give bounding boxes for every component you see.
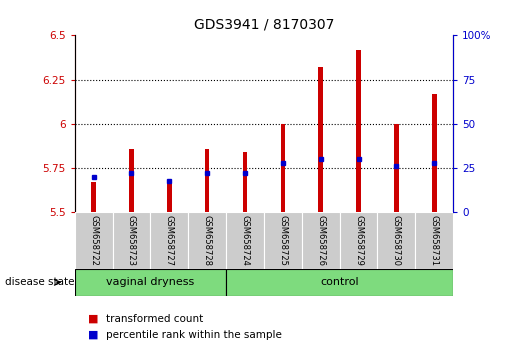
Bar xyxy=(243,152,247,212)
Bar xyxy=(112,212,150,269)
Bar xyxy=(91,182,96,212)
Bar xyxy=(205,149,210,212)
Bar xyxy=(150,212,188,269)
Bar xyxy=(377,212,415,269)
Text: GSM658722: GSM658722 xyxy=(89,215,98,266)
Text: transformed count: transformed count xyxy=(106,314,203,324)
Text: disease state: disease state xyxy=(5,277,75,287)
Bar xyxy=(264,212,302,269)
Text: GSM658723: GSM658723 xyxy=(127,215,136,266)
Bar xyxy=(318,67,323,212)
Text: ■: ■ xyxy=(88,330,98,339)
Text: ■: ■ xyxy=(88,314,98,324)
Text: GSM658728: GSM658728 xyxy=(203,215,212,266)
Bar xyxy=(394,124,399,212)
Bar xyxy=(129,149,134,212)
Bar xyxy=(75,212,112,269)
Text: vaginal dryness: vaginal dryness xyxy=(106,277,195,287)
Bar xyxy=(281,124,285,212)
Bar xyxy=(356,50,361,212)
Text: GSM658726: GSM658726 xyxy=(316,215,325,266)
Bar xyxy=(188,212,226,269)
Bar xyxy=(167,182,171,212)
Text: GSM658724: GSM658724 xyxy=(241,215,249,266)
Bar xyxy=(432,94,437,212)
Text: GSM658731: GSM658731 xyxy=(430,215,439,266)
Text: GSM658729: GSM658729 xyxy=(354,215,363,266)
Bar xyxy=(302,212,340,269)
Bar xyxy=(226,269,453,296)
Text: GSM658725: GSM658725 xyxy=(279,215,287,266)
Text: GSM658730: GSM658730 xyxy=(392,215,401,266)
Bar xyxy=(340,212,377,269)
Text: control: control xyxy=(320,277,359,287)
Bar xyxy=(75,269,226,296)
Text: GSM658727: GSM658727 xyxy=(165,215,174,266)
Bar xyxy=(415,212,453,269)
Title: GDS3941 / 8170307: GDS3941 / 8170307 xyxy=(194,17,334,32)
Text: percentile rank within the sample: percentile rank within the sample xyxy=(106,330,282,339)
Bar xyxy=(226,212,264,269)
